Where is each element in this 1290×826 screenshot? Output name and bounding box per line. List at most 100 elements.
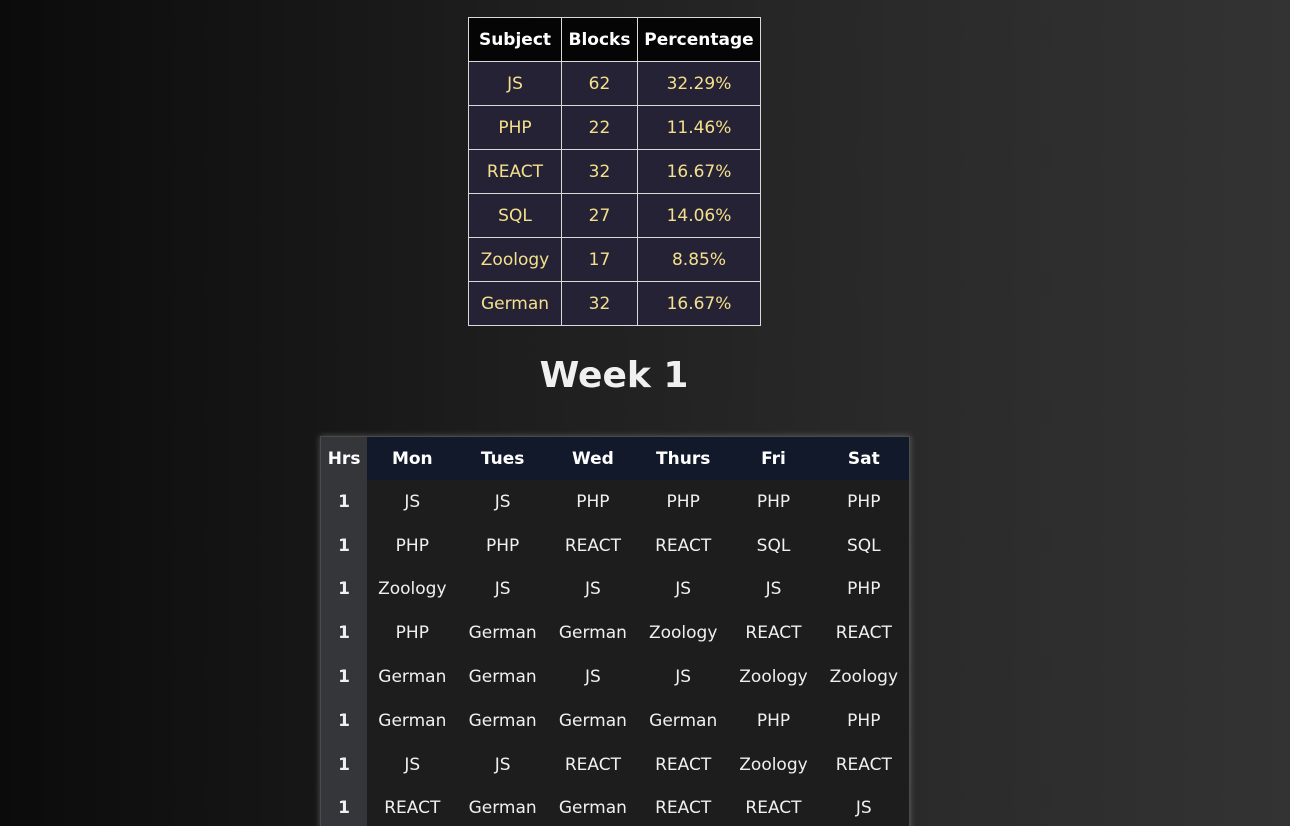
summary-row: Zoology 17 8.85%	[468, 237, 761, 282]
week-header-thurs: Thurs	[638, 437, 729, 480]
summary-subject: SQL	[468, 193, 562, 238]
week-cell-fri: JS	[765, 579, 782, 600]
week-cell-thurs: JS	[675, 579, 692, 600]
summary-header-subject: Subject	[468, 17, 562, 62]
week-row: 1 PHP PHP REACT REACT SQL SQL	[321, 523, 909, 568]
week-hrs-cell: 1	[321, 480, 368, 524]
week-cell-wed: REACT	[564, 535, 621, 556]
week-cell-thurs: REACT	[655, 754, 712, 775]
week-cell-sat: Zoology	[829, 667, 899, 688]
summary-percentage: 14.06%	[637, 193, 761, 238]
week-cell-sat: JS	[855, 798, 872, 819]
week-cell-tues: JS	[494, 754, 511, 775]
week-cell-fri: Zoology	[739, 754, 808, 775]
subject-summary-table: Subject Blocks Percentage JS 62 32.29% P…	[468, 17, 761, 326]
week-row: 1 Zoology JS JS JS JS PHP	[321, 567, 909, 612]
summary-subject: German	[468, 281, 562, 326]
summary-header-blocks: Blocks	[561, 17, 638, 62]
week-cell-mon: PHP	[395, 623, 429, 644]
week-row: 1 German German German German PHP PHP	[321, 698, 909, 743]
week-cell-wed: PHP	[576, 491, 610, 512]
summary-header-percentage: Percentage	[637, 17, 761, 62]
week-cell-sat: SQL	[846, 535, 881, 556]
week-cell-mon: German	[378, 710, 447, 731]
summary-subject: Zoology	[468, 237, 562, 282]
week-cell-wed: German	[558, 710, 627, 731]
week-cell-fri: PHP	[756, 710, 791, 731]
summary-blocks: 22	[561, 105, 638, 150]
summary-percentage: 8.85%	[637, 237, 761, 282]
summary-blocks: 32	[561, 149, 638, 194]
summary-percentage: 11.46%	[637, 105, 761, 150]
week-header-fri: Fri	[728, 437, 819, 480]
week-row: 1 JS JS PHP PHP PHP PHP	[321, 480, 909, 524]
summary-header-row: Subject Blocks Percentage	[468, 17, 761, 62]
week-cell-fri: Zoology	[739, 667, 808, 688]
summary-row: SQL 27 14.06%	[468, 193, 761, 238]
week-schedule-table: Hrs Mon Tues Wed Thurs Fri Sat 1 JS JS PHP P…	[321, 437, 909, 826]
week-cell-tues: German	[468, 623, 537, 644]
week-cell-tues: German	[468, 710, 537, 731]
summary-row: German 32 16.67%	[468, 281, 761, 326]
summary-subject: REACT	[468, 149, 562, 194]
week-hrs-cell: 1	[321, 567, 368, 612]
summary-subject: JS	[468, 61, 562, 106]
week-cell-wed: German	[558, 798, 627, 819]
summary-blocks: 17	[561, 237, 638, 282]
summary-percentage: 32.29%	[637, 61, 761, 106]
summary-row: REACT 32 16.67%	[468, 149, 761, 194]
week-hrs-cell: 1	[321, 655, 368, 699]
week-cell-thurs: Zoology	[648, 623, 718, 644]
week-cell-thurs: German	[649, 710, 718, 731]
summary-percentage: 16.67%	[637, 149, 761, 194]
week-cell-mon: JS	[404, 754, 421, 775]
week-hrs-cell: 1	[321, 786, 368, 826]
summary-row: JS 62 32.29%	[468, 61, 761, 106]
week-row: 1 REACT German German REACT REACT JS	[321, 786, 909, 826]
week-header-sat: Sat	[818, 437, 909, 480]
week-cell-sat: PHP	[847, 710, 881, 731]
week-cell-wed: JS	[584, 579, 601, 600]
week-header-mon: Mon	[367, 437, 458, 480]
week-cell-wed: JS	[584, 667, 601, 688]
week-cell-mon: JS	[404, 491, 421, 512]
week-row: 1 JS JS REACT REACT Zoology REACT	[321, 742, 909, 787]
week-cell-fri: PHP	[756, 491, 791, 512]
week-hrs-cell: 1	[321, 698, 368, 743]
week-header-tues: Tues	[457, 437, 548, 480]
week-cell-sat: REACT	[835, 754, 892, 775]
week-header-row: Hrs Mon Tues Wed Thurs Fri Sat	[321, 437, 909, 480]
week-title: Week 1	[539, 355, 689, 396]
summary-percentage: 16.67%	[637, 281, 761, 326]
week-cell-tues: JS	[494, 491, 511, 512]
week-hrs-cell: 1	[321, 742, 368, 787]
week-cell-thurs: PHP	[666, 491, 700, 512]
week-row: 1 PHP German German Zoology REACT REACT	[321, 611, 909, 656]
week-header-wed: Wed	[547, 437, 639, 480]
week-cell-sat: REACT	[835, 623, 892, 644]
week-cell-mon: REACT	[384, 798, 441, 819]
week-cell-fri: REACT	[745, 623, 802, 644]
week-cell-wed: REACT	[564, 754, 621, 775]
summary-blocks: 62	[561, 61, 638, 106]
summary-subject: PHP	[468, 105, 562, 150]
week-row: 1 German German JS JS Zoology Zoology	[321, 655, 909, 699]
week-schedule-container: Hrs Mon Tues Wed Thurs Fri Sat 1 JS JS PHP P…	[320, 436, 910, 826]
summary-blocks: 32	[561, 281, 638, 326]
week-cell-wed: German	[558, 623, 627, 644]
week-cell-sat: PHP	[847, 579, 881, 600]
week-cell-fri: REACT	[745, 798, 802, 819]
week-header-hrs: Hrs	[321, 437, 368, 480]
week-cell-tues: JS	[494, 579, 511, 600]
week-cell-thurs: REACT	[655, 535, 712, 556]
summary-blocks: 27	[561, 193, 638, 238]
week-hrs-cell: 1	[321, 611, 368, 656]
week-cell-mon: PHP	[395, 535, 429, 556]
week-cell-tues: German	[468, 667, 537, 688]
week-cell-mon: Zoology	[378, 579, 447, 600]
week-cell-fri: SQL	[756, 535, 791, 556]
week-cell-mon: German	[378, 667, 447, 688]
week-cell-thurs: JS	[675, 667, 692, 688]
week-cell-sat: PHP	[847, 491, 881, 512]
week-cell-tues: PHP	[485, 535, 520, 556]
